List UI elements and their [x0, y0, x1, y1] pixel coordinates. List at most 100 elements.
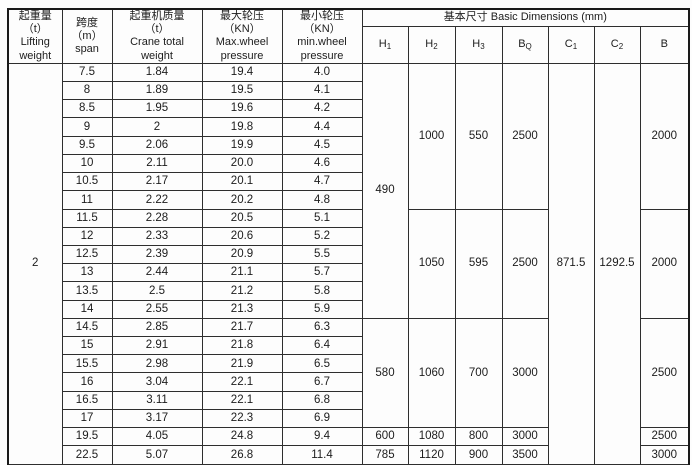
dim-sub: 3 [480, 42, 485, 51]
cell-span: 14.5 [61, 317, 113, 338]
cell-max-pressure: 20.2 [201, 190, 283, 210]
cell-max-pressure: 20.9 [201, 244, 283, 265]
cell-h3: 700 [454, 317, 503, 429]
cell-span: 15.5 [61, 354, 113, 374]
cell-min-pressure: 6.4 [281, 336, 363, 356]
cell-h1: 490 [361, 62, 409, 319]
cell-min-pressure: 9.4 [281, 427, 363, 447]
cell-max-pressure: 22.1 [201, 390, 283, 410]
cell-span: 9 [61, 117, 113, 137]
col-header-h3: H3 [454, 25, 503, 64]
cell-span: 11.5 [61, 208, 113, 228]
dim-sub: 1 [386, 42, 392, 51]
cell-h3: 800 [454, 427, 503, 447]
cell-min-pressure: 4.5 [281, 135, 363, 155]
cell-max-pressure: 19.9 [201, 135, 283, 155]
cell-weight: 2 [111, 117, 203, 137]
dim-sub: 2 [618, 42, 624, 51]
cell-b: 2500 [639, 317, 690, 429]
cell-weight: 1.95 [111, 99, 203, 119]
cell-span: 13.5 [61, 281, 113, 301]
cell-min-pressure: 4.8 [281, 190, 363, 210]
cell-c1: 871.5 [547, 62, 595, 465]
cell-weight: 2.33 [111, 226, 203, 246]
header-row-1: 起重量 （t） Lifting weight 跨度 （m） span 起重机质量… [7, 8, 690, 64]
cell-span: 7.5 [61, 62, 113, 82]
col-header-c2: C2 [593, 25, 641, 64]
cell-min-pressure: 4.4 [281, 117, 363, 137]
cell-h2: 1000 [407, 62, 456, 210]
cell-b: 2500 [639, 427, 690, 447]
dim-sub: 1 [572, 42, 578, 51]
cell-weight: 4.05 [111, 427, 203, 447]
table-row: 16.5 3.11 22.1 6.8 [8, 390, 689, 410]
col-header-min-wheel-pressure: 最小轮压 （KN） min.wheel pressure [281, 8, 363, 64]
cell-h1: 785 [361, 445, 409, 465]
cell-max-pressure: 24.8 [201, 427, 283, 447]
cell-span: 10.5 [61, 172, 113, 192]
cell-min-pressure: 6.3 [281, 317, 363, 338]
cell-weight: 3.04 [111, 372, 203, 392]
cell-bq: 2500 [501, 208, 549, 319]
cell-weight: 2.17 [111, 172, 203, 192]
dim-base: B [518, 38, 526, 50]
table-row: 9 2 19.8 4.4 [8, 117, 689, 137]
cell-min-pressure: 11.4 [281, 445, 363, 465]
cell-min-pressure: 4.1 [281, 80, 363, 101]
cell-span: 14 [61, 299, 113, 319]
table-row: 19.5 4.05 24.8 9.4 600 1080 800 3000 250… [8, 427, 690, 447]
cell-span: 16.5 [61, 390, 113, 410]
cell-weight: 2.22 [111, 190, 203, 210]
cell-weight: 2.98 [111, 354, 203, 374]
table-row: 17 3.17 22.3 6.9 [8, 408, 689, 429]
dim-base: C [610, 38, 619, 50]
cell-min-pressure: 5.7 [281, 263, 363, 283]
cell-min-pressure: 5.8 [281, 281, 363, 301]
dim-base: C [564, 38, 573, 50]
cell-min-pressure: 6.5 [281, 354, 363, 374]
cell-h1: 600 [361, 427, 409, 447]
cell-h3: 595 [454, 208, 503, 319]
cell-min-pressure: 4.7 [281, 172, 363, 192]
cell-min-pressure: 6.7 [281, 372, 363, 392]
cell-weight: 3.17 [111, 408, 203, 429]
col-header-crane-weight: 起重机质量 （t） Crane total weight [111, 8, 203, 64]
cell-min-pressure: 5.1 [281, 208, 363, 228]
cell-max-pressure: 19.8 [201, 117, 283, 137]
cell-bq: 3500 [501, 445, 549, 465]
cell-weight: 2.85 [111, 317, 203, 338]
cell-span: 22.5 [61, 445, 113, 465]
cell-span: 10 [61, 153, 113, 174]
cell-min-pressure: 5.2 [281, 226, 363, 246]
cell-max-pressure: 20.1 [201, 172, 283, 192]
cell-weight: 1.84 [111, 62, 203, 82]
cell-min-pressure: 6.8 [281, 390, 363, 410]
col-header-span: 跨度 （m） span [61, 8, 113, 64]
table-row: 10.5 2.17 20.1 4.7 [8, 172, 689, 192]
dim-base: H [378, 38, 387, 50]
dim-sub: Q [525, 42, 532, 51]
cell-h2: 1050 [407, 208, 456, 319]
cell-span: 11 [61, 190, 113, 210]
cell-h3: 550 [454, 62, 503, 210]
col-header-h1: H1 [361, 25, 409, 64]
col-header-h2: H2 [407, 25, 456, 64]
dim-base: B [660, 38, 668, 50]
cell-span: 8 [61, 80, 113, 101]
cell-max-pressure: 26.8 [201, 445, 283, 465]
cell-b: 3000 [639, 445, 690, 465]
dim-sub: 2 [433, 42, 438, 51]
table-row: 12 2.33 20.6 5.2 [8, 226, 689, 246]
col-header-lifting-weight: 起重量 （t） Lifting weight [7, 8, 63, 64]
col-header-basic-dimensions: 基本尺寸 Basic Dimensions (mm) [361, 8, 690, 27]
cell-weight: 2.44 [111, 263, 203, 283]
cell-max-pressure: 21.2 [201, 281, 283, 301]
table-row: 14.5 2.85 21.7 6.3 580 1060 700 3000 250… [8, 317, 690, 429]
cell-weight: 5.07 [111, 445, 203, 465]
cell-span: 12 [61, 226, 113, 246]
cell-weight: 2.91 [111, 336, 203, 356]
cell-min-pressure: 6.9 [281, 408, 363, 429]
cell-min-pressure: 5.5 [281, 244, 363, 265]
cell-max-pressure: 21.8 [201, 336, 283, 356]
